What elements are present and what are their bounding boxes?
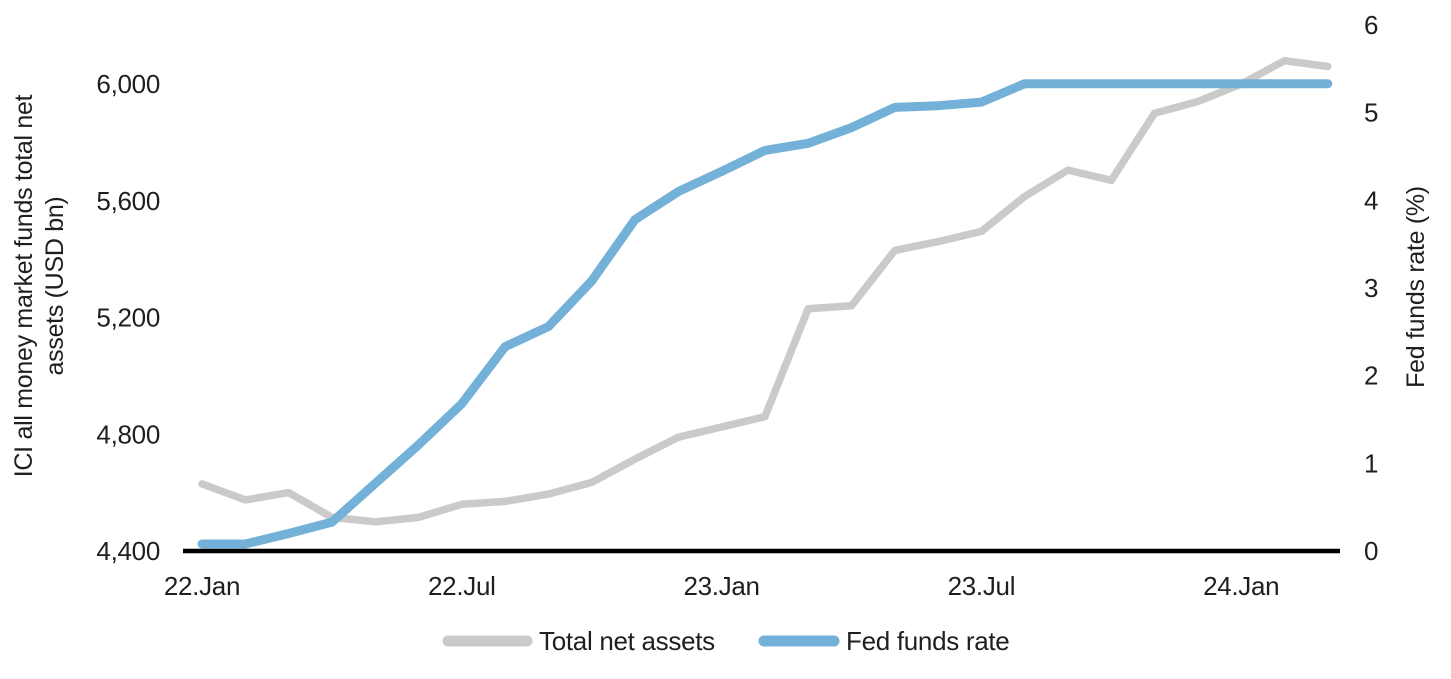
tick-label: 6 — [1364, 10, 1378, 40]
right-axis-tick-labels: 0 1 2 3 4 5 6 — [1364, 10, 1378, 566]
total-net-assets-legend-label: Total net assets — [539, 626, 715, 656]
tick-label: 0 — [1364, 536, 1378, 566]
tick-label: 23.Jan — [683, 571, 759, 601]
tick-label: 2 — [1364, 361, 1378, 391]
x-axis-tick-labels: 22.Jan 22.Jul 23.Jan 23.Jul 24.Jan — [164, 571, 1280, 601]
tick-label: 4,400 — [96, 536, 160, 566]
tick-label: 22.Jan — [164, 571, 240, 601]
tick-label: 6,000 — [96, 69, 160, 99]
fed-funds-rate-legend-label: Fed funds rate — [846, 626, 1009, 656]
fed-funds-rate-line — [197, 79, 1333, 549]
tick-label: 5,600 — [96, 186, 160, 216]
tick-label: 3 — [1364, 273, 1378, 303]
right-axis-title: Fed funds rate (%) — [1402, 186, 1430, 388]
tick-label: 24.Jan — [1203, 571, 1279, 601]
tick-label: 22.Jul — [428, 571, 496, 601]
tick-label: 5,200 — [96, 303, 160, 333]
left-axis-tick-labels: 4,400 4,800 5,200 5,600 6,000 — [96, 69, 160, 566]
legend: Total net assets Fed funds rate — [442, 626, 1010, 656]
tick-label: 4 — [1364, 185, 1378, 215]
total-net-assets-line — [198, 56, 1332, 526]
tick-label: 5 — [1364, 98, 1378, 128]
left-axis-title: ICI all money market funds total net asse… — [10, 94, 69, 477]
tick-label: 1 — [1364, 448, 1378, 478]
tick-label: 23.Jul — [948, 571, 1016, 601]
tick-label: 4,800 — [96, 419, 160, 449]
